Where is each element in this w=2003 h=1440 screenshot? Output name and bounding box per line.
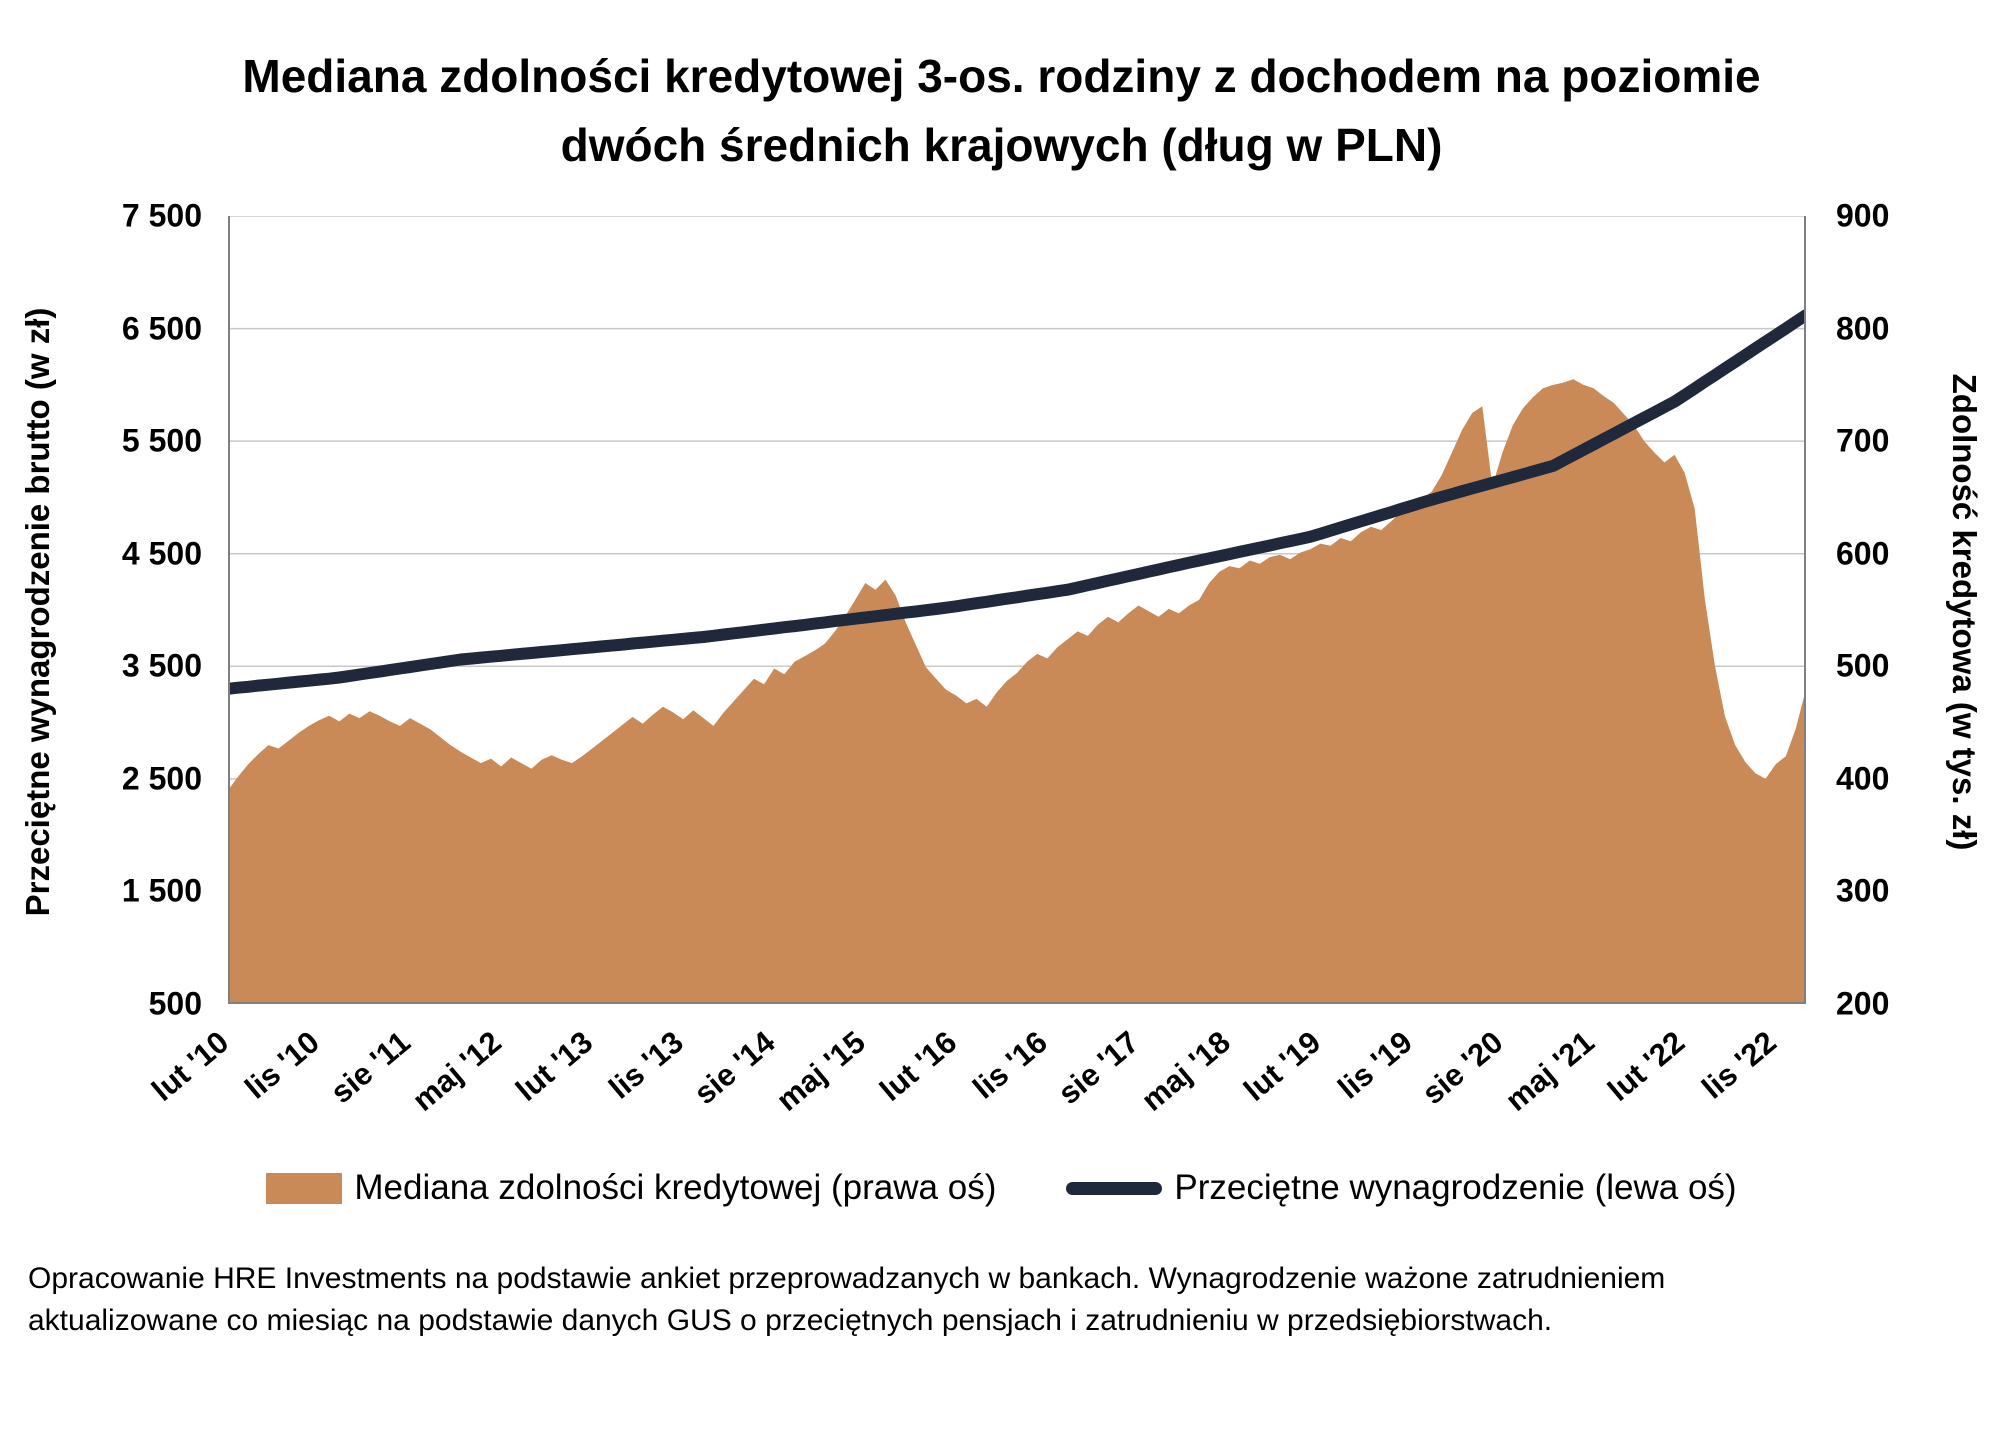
y-tick-label-right: 700 xyxy=(1836,422,1890,459)
y-tick-label-left: 6 500 xyxy=(121,310,202,347)
source-note: Opracowanie HRE Investments na podstawie… xyxy=(28,1262,1666,1337)
x-tick-label: maj '12 xyxy=(405,1024,509,1118)
chart-svg xyxy=(228,216,1806,1004)
left-axis-title: Przeciętne wynagrodzenie brutto (w zł) xyxy=(19,307,56,917)
x-tick-label: sie '20 xyxy=(1415,1024,1510,1112)
x-tick-label: sie '14 xyxy=(686,1024,782,1112)
legend-label-wage: Przeciętne wynagrodzenie (lewa oś) xyxy=(1174,1168,1737,1207)
chart-title-line1: Mediana zdolności kredytowej 3-os. rodzi… xyxy=(242,50,1761,102)
right-axis-title: Zdolność kredytowa (w tys. zł) xyxy=(1946,373,1983,851)
y-tick-label-right: 900 xyxy=(1836,197,1890,234)
plot-area xyxy=(228,216,1806,1004)
y-tick-label-left: 2 500 xyxy=(121,760,202,797)
x-tick-label: sie '11 xyxy=(324,1024,417,1111)
y-tick-label-right: 600 xyxy=(1836,535,1890,572)
x-tick-label: lut '22 xyxy=(1601,1024,1692,1108)
line-series-swatch xyxy=(1066,1181,1163,1195)
y-tick-label-right: 800 xyxy=(1836,310,1890,347)
legend: Mediana zdolności kredytowej (prawa oś) … xyxy=(0,1168,2003,1208)
legend-item-credit: Mediana zdolności kredytowej (prawa oś) xyxy=(266,1168,996,1208)
legend-label-credit: Mediana zdolności kredytowej (prawa oś) xyxy=(354,1168,997,1207)
x-tick-label: lis '22 xyxy=(1695,1024,1783,1106)
x-tick-label: maj '21 xyxy=(1498,1024,1601,1118)
x-tick-label: lis '16 xyxy=(966,1024,1055,1106)
x-tick-label: lut '19 xyxy=(1237,1024,1328,1108)
chart-title-line2: dwóch średnich krajowych (dług w PLN) xyxy=(560,119,1443,171)
credit-capacity-area xyxy=(228,379,1806,1004)
y-tick-label-left: 4 500 xyxy=(121,535,202,572)
x-tick-label: maj '15 xyxy=(770,1024,873,1118)
x-tick-label: lis '13 xyxy=(602,1024,691,1106)
x-tick-label: lis '19 xyxy=(1330,1024,1419,1106)
average-wage-line xyxy=(228,309,1806,695)
y-tick-label-left: 500 xyxy=(148,985,202,1022)
y-tick-label-left: 3 500 xyxy=(121,647,202,684)
y-tick-label-left: 5 500 xyxy=(121,422,202,459)
chart-title: Mediana zdolności kredytowej 3-os. rodzi… xyxy=(0,42,2003,180)
y-tick-label-left: 7 500 xyxy=(121,197,202,234)
y-tick-label-left: 1 500 xyxy=(121,872,202,909)
x-tick-label: lut '16 xyxy=(873,1024,964,1108)
y-tick-label-right: 200 xyxy=(1836,985,1890,1022)
y-tick-label-right: 400 xyxy=(1836,760,1890,797)
x-tick-label: sie '17 xyxy=(1051,1024,1146,1112)
x-tick-label: lut '13 xyxy=(508,1024,600,1108)
x-tick-label: lis '10 xyxy=(238,1024,326,1106)
legend-item-wage: Przeciętne wynagrodzenie (lewa oś) xyxy=(1066,1168,1737,1208)
x-tick-label: lut '10 xyxy=(144,1024,235,1108)
y-tick-label-right: 300 xyxy=(1836,872,1890,909)
y-tick-label-right: 500 xyxy=(1836,647,1890,684)
x-tick-label: maj '18 xyxy=(1134,1024,1237,1118)
area-series-swatch xyxy=(266,1172,343,1204)
